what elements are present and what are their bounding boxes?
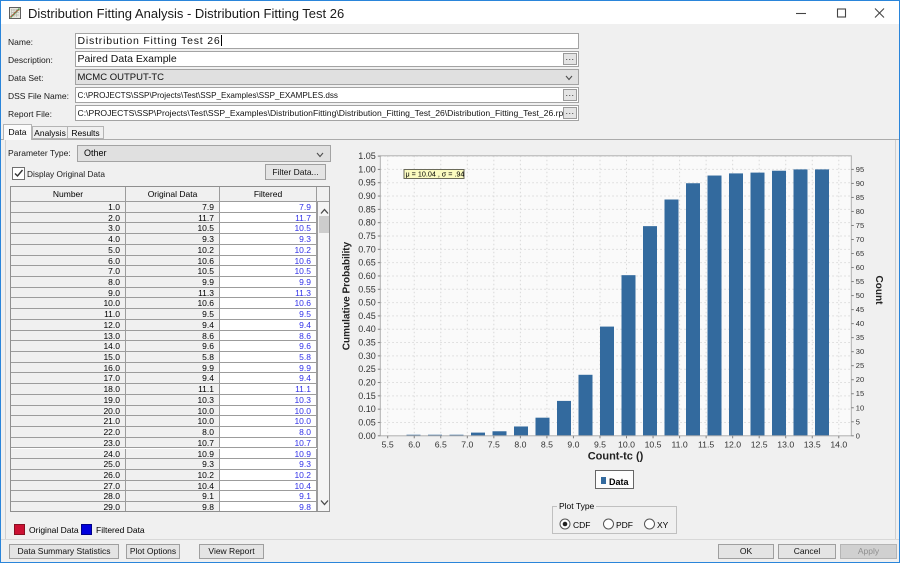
- svg-text:95: 95: [856, 165, 864, 174]
- svg-text:30: 30: [856, 347, 864, 356]
- svg-text:20: 20: [856, 375, 864, 384]
- svg-text:70: 70: [856, 235, 864, 244]
- svg-text:13.0: 13.0: [777, 439, 794, 449]
- svg-text:45: 45: [856, 305, 864, 314]
- svg-text:11.5: 11.5: [698, 439, 714, 449]
- svg-text:85: 85: [856, 193, 864, 202]
- svg-text:1.00: 1.00: [358, 164, 376, 174]
- svg-text:0.50: 0.50: [358, 298, 376, 308]
- svg-text:0.35: 0.35: [358, 338, 376, 348]
- svg-text:Count-tc (): Count-tc (): [588, 451, 644, 463]
- svg-text:0.10: 0.10: [358, 404, 376, 414]
- svg-text:0.20: 0.20: [358, 378, 376, 388]
- svg-text:14.0: 14.0: [830, 439, 847, 449]
- svg-text:5.5: 5.5: [382, 439, 394, 449]
- svg-text:0.60: 0.60: [358, 271, 376, 281]
- svg-text:0.85: 0.85: [358, 204, 376, 214]
- svg-text:0: 0: [856, 431, 860, 440]
- svg-text:7.0: 7.0: [461, 439, 473, 449]
- svg-text:6.5: 6.5: [435, 439, 447, 449]
- svg-text:5: 5: [856, 417, 860, 426]
- svg-text:12.0: 12.0: [724, 439, 741, 449]
- svg-text:0.00: 0.00: [358, 431, 376, 441]
- svg-text:0.65: 0.65: [358, 258, 376, 268]
- svg-text:55: 55: [856, 277, 864, 286]
- svg-text:40: 40: [856, 319, 864, 328]
- svg-text:0.55: 0.55: [358, 284, 376, 294]
- svg-text:Count: Count: [873, 276, 884, 306]
- svg-text:0.70: 0.70: [358, 244, 376, 254]
- svg-text:Cumulative Probability: Cumulative Probability: [342, 241, 353, 350]
- svg-text:11.0: 11.0: [671, 439, 687, 449]
- svg-text:0.45: 0.45: [358, 311, 376, 321]
- svg-text:25: 25: [856, 361, 864, 370]
- svg-text:90: 90: [856, 179, 864, 188]
- svg-text:10: 10: [856, 403, 864, 412]
- svg-text:12.5: 12.5: [751, 439, 768, 449]
- svg-text:8.0: 8.0: [514, 439, 526, 449]
- svg-text:0.90: 0.90: [358, 191, 376, 201]
- svg-text:35: 35: [856, 333, 864, 342]
- svg-text:7.5: 7.5: [488, 439, 500, 449]
- svg-text:13.5: 13.5: [804, 439, 821, 449]
- svg-text:0.80: 0.80: [358, 218, 376, 228]
- svg-text:0.25: 0.25: [358, 364, 376, 374]
- svg-text:10.5: 10.5: [645, 439, 662, 449]
- svg-text:0.40: 0.40: [358, 324, 376, 334]
- svg-text:0.05: 0.05: [358, 417, 376, 427]
- svg-text:15: 15: [856, 389, 864, 398]
- svg-text:0.30: 0.30: [358, 351, 376, 361]
- svg-text:9.5: 9.5: [594, 439, 606, 449]
- svg-text:60: 60: [856, 263, 864, 272]
- svg-text:0.95: 0.95: [358, 178, 376, 188]
- svg-text:0.75: 0.75: [358, 231, 376, 241]
- svg-text:1.05: 1.05: [358, 151, 376, 161]
- svg-text:0.15: 0.15: [358, 391, 376, 401]
- svg-text:6.0: 6.0: [408, 439, 420, 449]
- svg-text:75: 75: [856, 221, 864, 230]
- svg-text:50: 50: [856, 291, 864, 300]
- svg-text:μ = 10.04 , σ = .94: μ = 10.04 , σ = .94: [406, 170, 465, 179]
- svg-text:65: 65: [856, 249, 864, 258]
- svg-text:9.0: 9.0: [567, 439, 579, 449]
- svg-text:80: 80: [856, 207, 864, 216]
- svg-text:10.0: 10.0: [618, 439, 635, 449]
- svg-text:8.5: 8.5: [541, 439, 553, 449]
